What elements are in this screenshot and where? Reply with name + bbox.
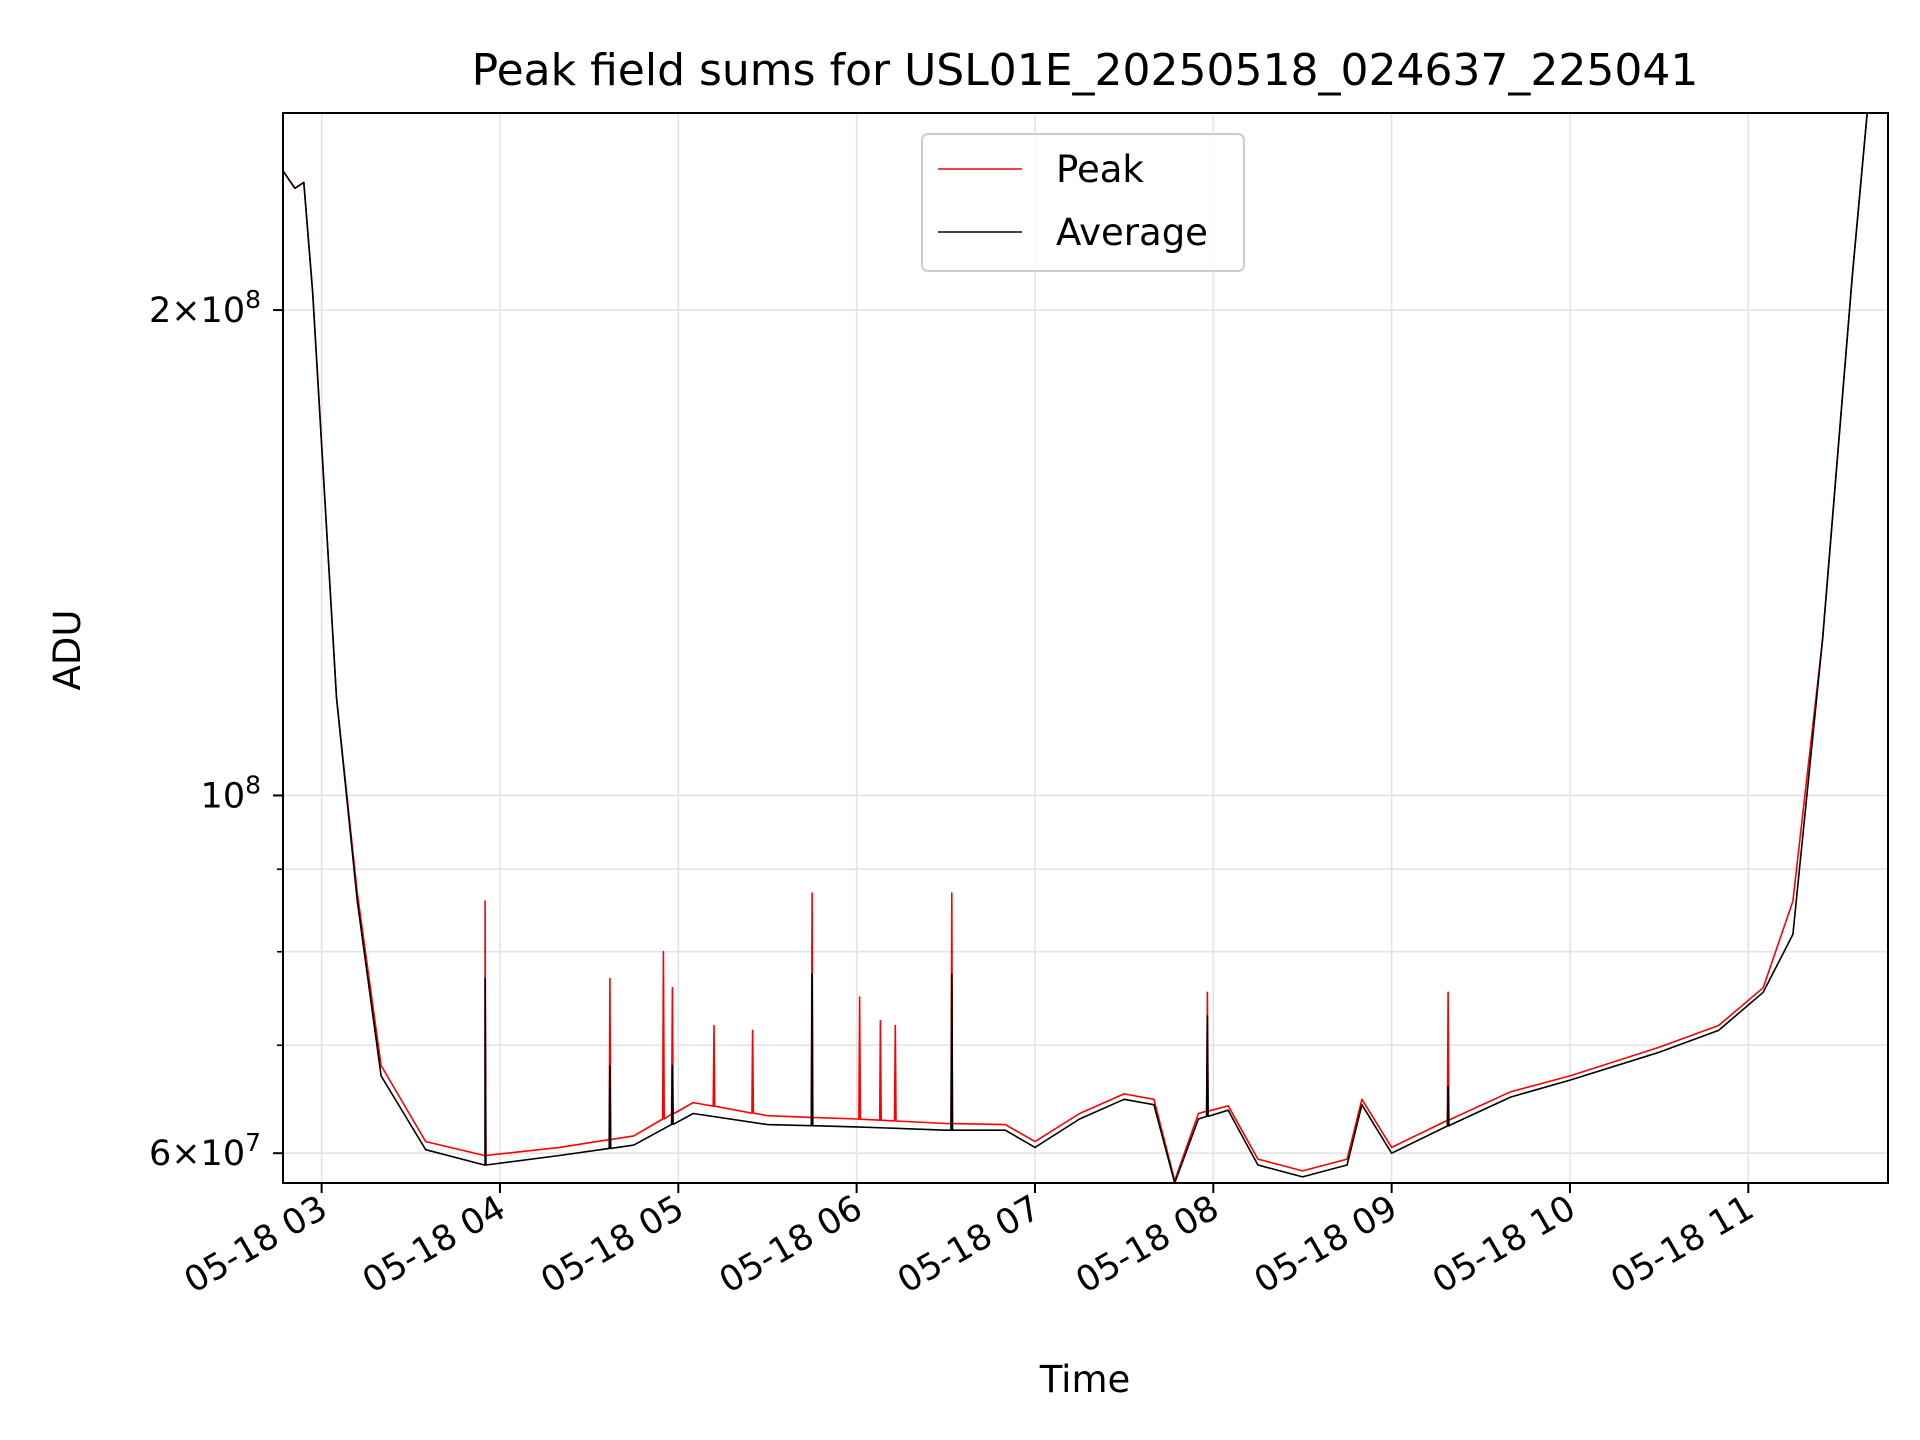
series-line-average bbox=[283, 113, 1868, 1183]
legend-box bbox=[921, 133, 1245, 272]
plot-series bbox=[283, 113, 1868, 1183]
y-tick-label: 108 bbox=[201, 770, 261, 816]
grid bbox=[283, 113, 1888, 1183]
legend: Peak Average bbox=[921, 133, 1245, 272]
chart-title: Peak field sums for USL01E_20250518_0246… bbox=[472, 45, 1699, 96]
y-axis-ticks: 6×107 108 2×108 bbox=[149, 285, 283, 1174]
legend-label-average: Average bbox=[1056, 211, 1208, 254]
series-line-peak bbox=[283, 113, 1868, 1182]
y-axis-label: ADU bbox=[46, 610, 89, 691]
x-axis-label: Time bbox=[1039, 1358, 1131, 1401]
y-tick-label: 2×108 bbox=[149, 285, 261, 331]
y-tick-label: 6×107 bbox=[149, 1128, 261, 1174]
plot-frame bbox=[282, 112, 1889, 1184]
legend-label-peak: Peak bbox=[1056, 148, 1144, 191]
